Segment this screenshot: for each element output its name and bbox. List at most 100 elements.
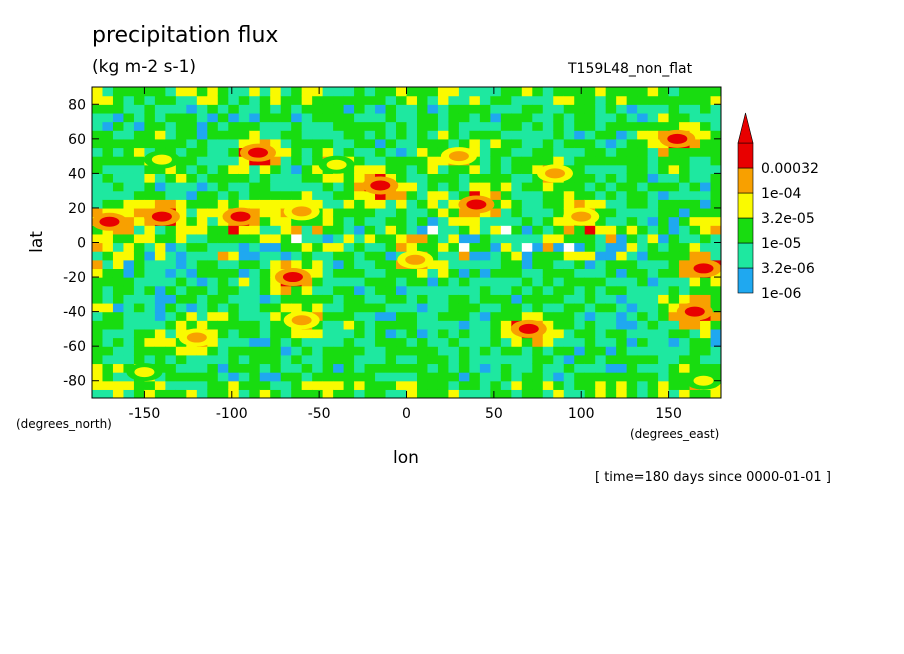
field-cell xyxy=(112,363,125,373)
field-cell xyxy=(322,363,334,373)
field-cell xyxy=(333,354,345,365)
field-cell xyxy=(616,130,628,140)
field-cell xyxy=(112,121,125,131)
field-cell xyxy=(584,190,596,200)
field-cell xyxy=(385,302,397,313)
field-cell xyxy=(133,156,146,166)
field-cell xyxy=(207,147,219,157)
field-cell xyxy=(154,225,166,235)
field-cell xyxy=(542,354,554,365)
field-cell xyxy=(479,302,491,313)
field-cell xyxy=(186,199,198,209)
field-cell xyxy=(511,277,523,287)
field-cell xyxy=(186,311,198,321)
field-cell xyxy=(207,164,219,174)
field-cell xyxy=(563,242,575,252)
field-cell xyxy=(364,251,376,261)
field-cell xyxy=(521,182,533,192)
field-cell xyxy=(406,199,418,209)
field-cell xyxy=(102,156,114,166)
field-cell xyxy=(154,389,166,398)
field-cell xyxy=(574,259,586,270)
field-cell xyxy=(312,225,324,235)
field-cell xyxy=(595,389,607,398)
colorbar-label: 0.00032 xyxy=(761,161,819,177)
precip-cell-core xyxy=(134,367,155,378)
field-cell xyxy=(574,311,586,321)
field-cell xyxy=(458,363,470,373)
field-cell xyxy=(658,190,670,200)
field-cell xyxy=(385,207,397,218)
field-cell xyxy=(270,190,282,200)
field-cell xyxy=(437,311,450,321)
field-cell xyxy=(553,225,565,235)
field-cell xyxy=(196,147,208,157)
field-cell xyxy=(668,156,680,166)
field-cell xyxy=(542,259,554,270)
field-cell xyxy=(427,173,439,183)
field-cell xyxy=(689,233,701,244)
field-cell xyxy=(553,268,565,278)
field-cell xyxy=(112,207,125,218)
field-cell xyxy=(280,112,292,123)
field-cell xyxy=(375,95,387,105)
field-cell xyxy=(207,216,219,226)
field-cell xyxy=(553,182,565,192)
field-cell xyxy=(364,156,376,166)
field-cell xyxy=(647,199,659,209)
field-cell xyxy=(521,112,533,123)
field-cell xyxy=(406,147,418,157)
field-cell xyxy=(238,311,250,321)
field-cell xyxy=(196,87,208,97)
field-cell xyxy=(458,268,470,278)
field-cell xyxy=(396,182,408,192)
field-cell xyxy=(500,242,512,252)
field-cell xyxy=(396,389,408,398)
field-cell xyxy=(637,320,649,330)
field-cell xyxy=(123,190,135,200)
field-cell xyxy=(700,363,712,373)
field-cell xyxy=(165,190,177,200)
field-cell xyxy=(542,346,554,356)
field-cell xyxy=(605,130,617,140)
field-cell xyxy=(123,182,135,192)
field-cell xyxy=(679,190,691,200)
field-cell xyxy=(112,285,125,295)
field-cell xyxy=(102,302,114,313)
field-cell xyxy=(574,225,586,235)
field-cell xyxy=(469,182,481,192)
field-cell xyxy=(123,104,135,114)
field-cell xyxy=(710,207,721,218)
field-cell xyxy=(249,87,261,97)
field-cell xyxy=(102,268,114,278)
field-cell xyxy=(196,372,208,382)
field-cell xyxy=(427,112,439,123)
field-cell xyxy=(291,328,303,339)
field-cell xyxy=(406,268,418,278)
field-cell xyxy=(500,156,512,166)
field-cell xyxy=(584,354,596,365)
field-cell xyxy=(102,328,114,339)
field-cell xyxy=(123,147,135,157)
field-cell xyxy=(238,156,250,166)
field-cell xyxy=(343,328,355,339)
field-cell xyxy=(490,190,502,200)
field-cell xyxy=(668,216,680,226)
field-cell xyxy=(165,302,177,313)
field-cell xyxy=(406,104,418,114)
field-cell xyxy=(175,190,187,200)
field-cell xyxy=(196,294,208,304)
run-name: T159L48_non_flat xyxy=(568,61,693,77)
field-cell xyxy=(469,216,481,226)
y-axis-title: lat xyxy=(27,231,47,253)
field-cell xyxy=(102,95,114,105)
field-cell xyxy=(217,173,229,183)
field-cell xyxy=(280,328,292,339)
field-cell xyxy=(144,294,156,304)
field-cell xyxy=(616,207,628,218)
field-cell xyxy=(280,121,292,131)
field-cell xyxy=(175,302,187,313)
field-cell xyxy=(280,104,292,114)
field-cell xyxy=(700,130,712,140)
field-cell xyxy=(343,320,355,330)
